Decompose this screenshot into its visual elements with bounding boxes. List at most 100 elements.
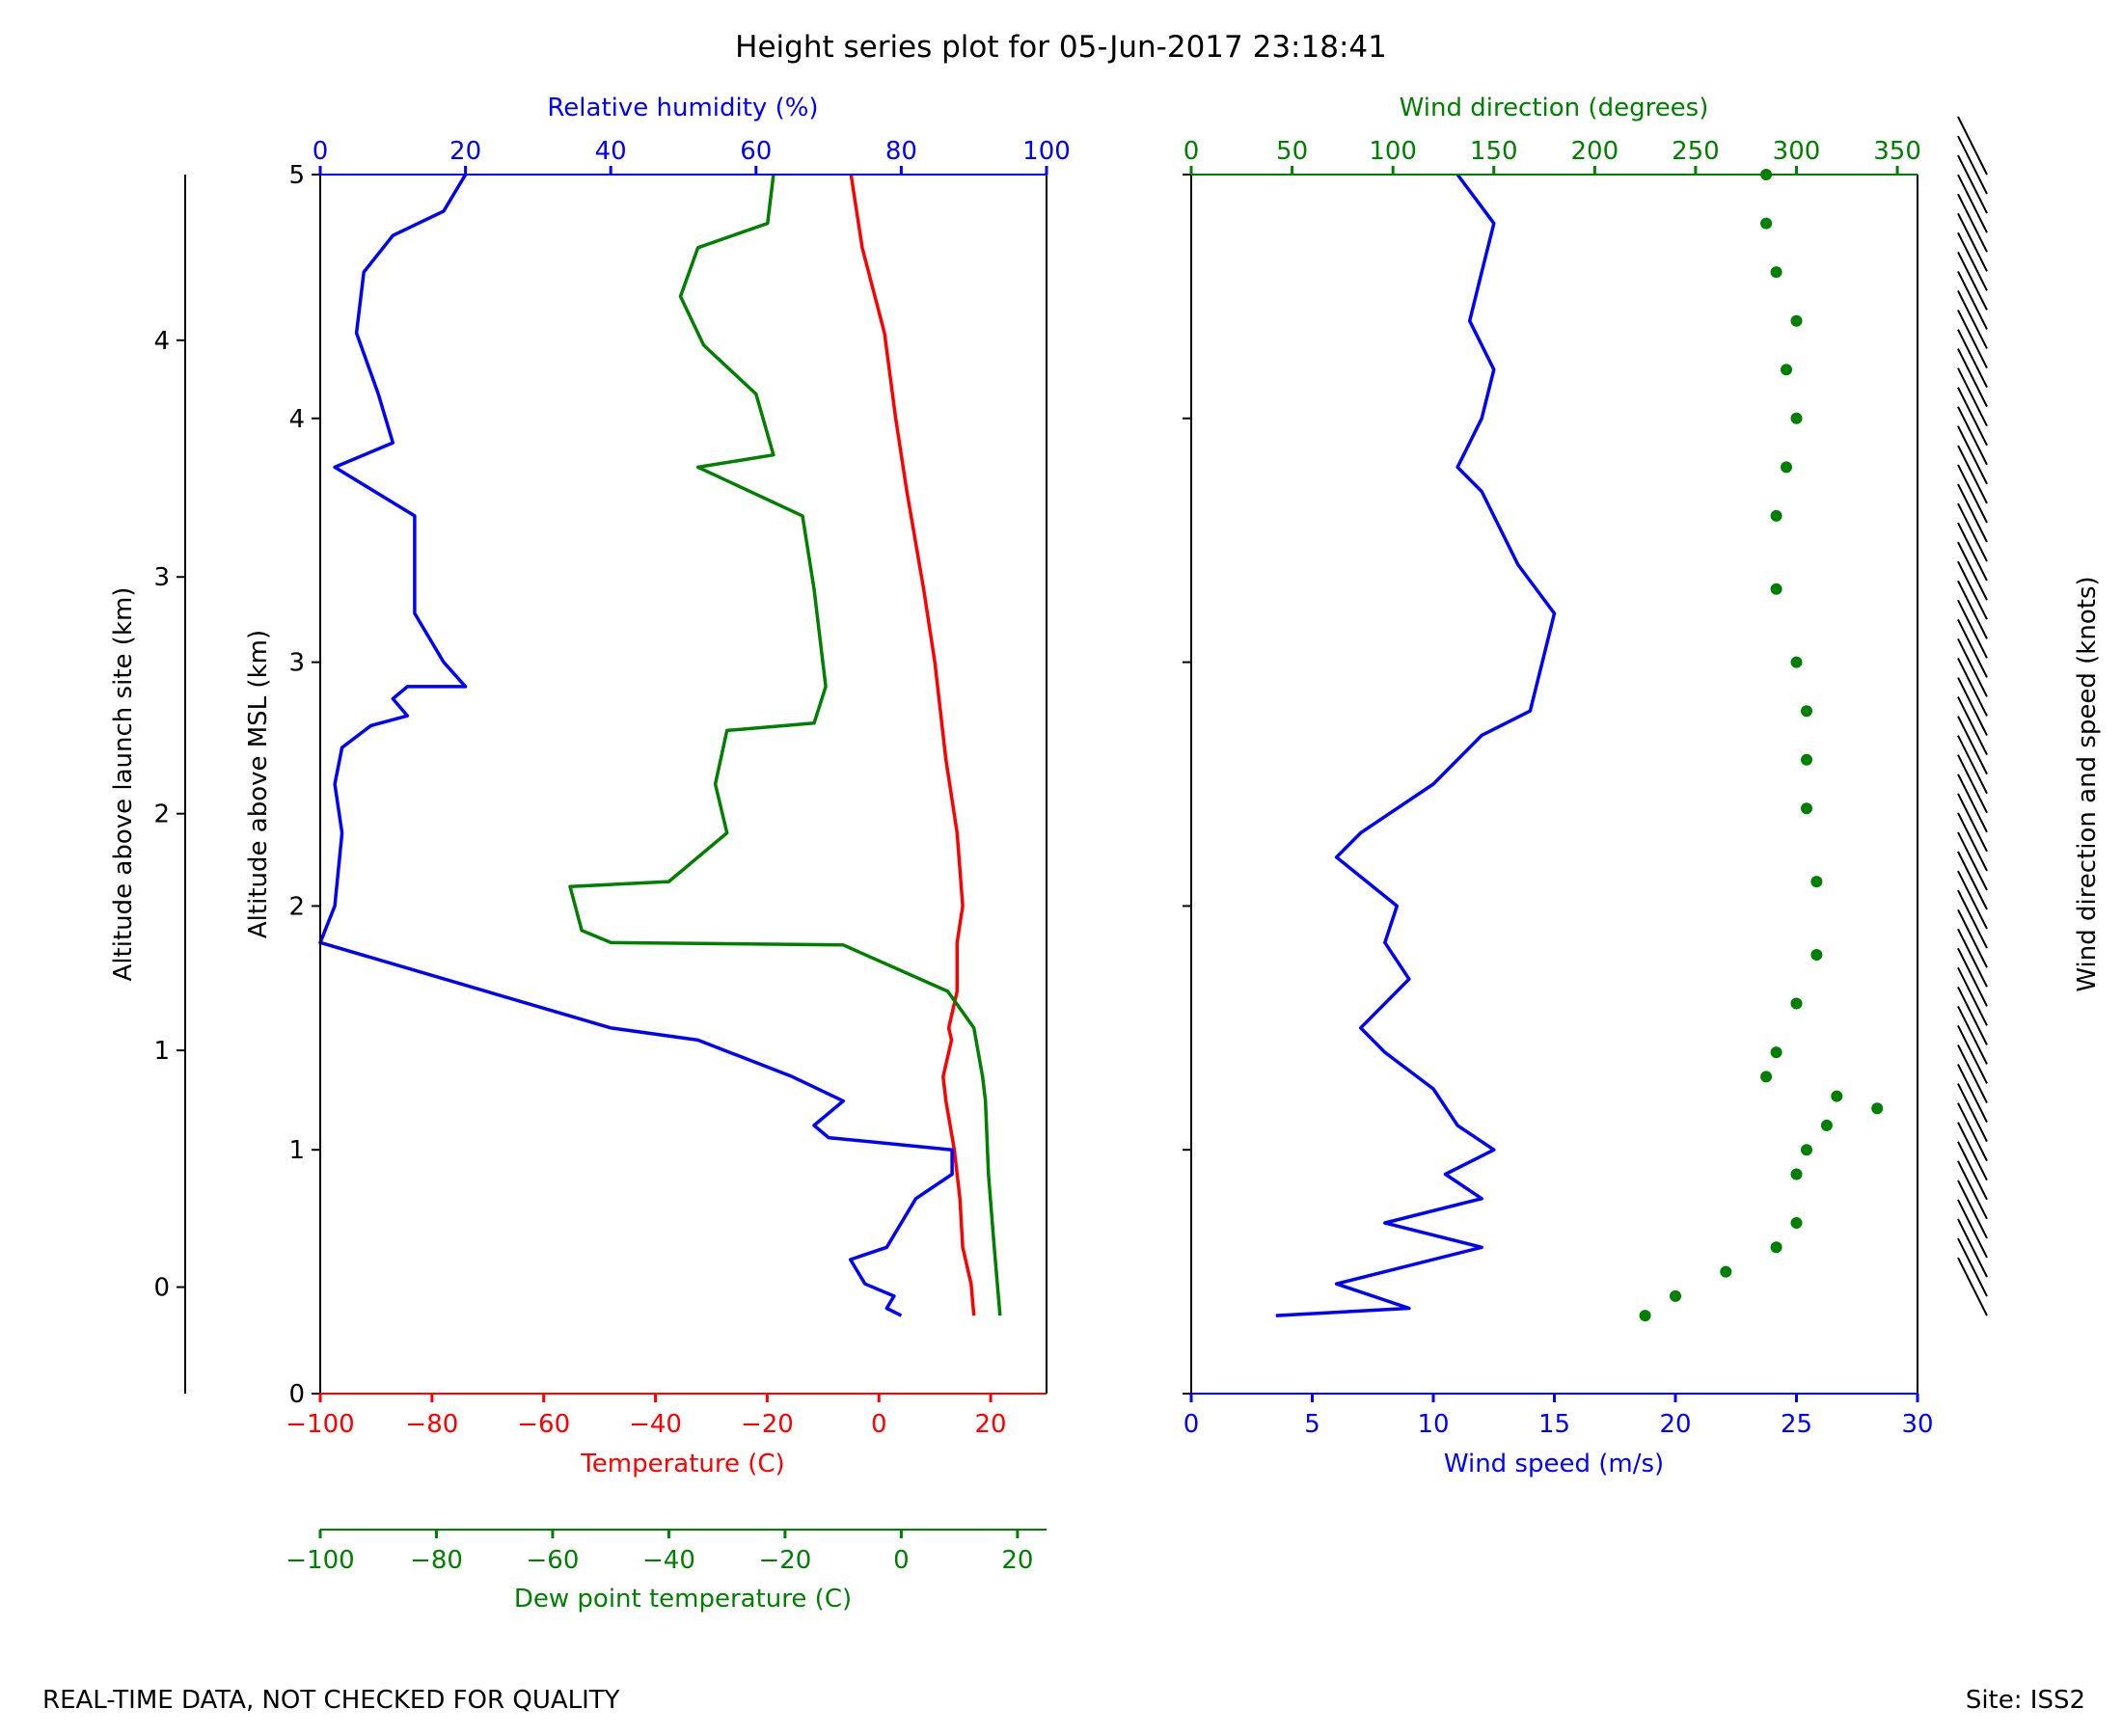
wind-direction-point: [1810, 949, 1823, 961]
wind-barb: [1957, 541, 1988, 601]
wind-barb: [1957, 1160, 1988, 1220]
wind-direction-point: [1790, 997, 1803, 1010]
wind-barb: [1957, 580, 1988, 639]
wind-barbs-group: [1957, 116, 1988, 1316]
wind-barb: [1957, 212, 1988, 272]
wind-barb: [1957, 1005, 1988, 1065]
dewpoint-axis-label: Dew point temperature (C): [514, 1585, 852, 1614]
wind-barb: [1957, 735, 1988, 795]
wind-barb: [1957, 387, 1988, 447]
humidity-tick-label: 60: [740, 137, 772, 166]
wind-direction-point: [1720, 1265, 1732, 1278]
msl-tick-label: 3: [288, 649, 305, 678]
wind-barb: [1957, 1257, 1988, 1316]
wind-direction-tick-label: 100: [1369, 137, 1417, 166]
wind-direction-point: [1770, 1241, 1782, 1254]
wind-barb: [1957, 193, 1988, 253]
wind-barb: [1957, 928, 1988, 988]
wind-direction-point: [1670, 1289, 1681, 1302]
temperature-tick-label: 20: [975, 1410, 1007, 1439]
wind-plot-area: [1191, 175, 1918, 1394]
launch-site-tick-label: 4: [153, 327, 170, 356]
wind-direction-point: [1801, 802, 1812, 815]
wind-direction-point: [1760, 217, 1773, 230]
wind-barb: [1957, 445, 1988, 504]
msl-tick-label: 4: [288, 405, 305, 434]
wind-direction-point: [1790, 1217, 1803, 1229]
wind-speed-tick-label: 10: [1417, 1410, 1449, 1439]
dewpoint-tick-label: −40: [642, 1546, 695, 1575]
wind-barb: [1957, 1064, 1988, 1124]
dewpoint-tick-label: 20: [1001, 1546, 1033, 1575]
temperature-axis-label: Temperature (C): [580, 1450, 784, 1478]
barbs-axis-label: Wind direction and speed (knots): [2073, 576, 2102, 991]
launch-site-tick-label: 3: [153, 563, 170, 592]
wind-speed-tick-label: 25: [1781, 1410, 1812, 1439]
dewpoint-tick-label: 0: [893, 1546, 910, 1575]
wind-direction-point: [1639, 1310, 1651, 1322]
wind-barb: [1957, 870, 1988, 930]
wind-barb: [1957, 502, 1988, 562]
wind-barb: [1957, 947, 1988, 1007]
wind-speed-tick-label: 0: [1183, 1410, 1200, 1439]
wind-barb: [1957, 251, 1988, 311]
wind-barb: [1957, 812, 1988, 872]
wind-direction-point: [1790, 314, 1803, 327]
humidity-tick-label: 40: [595, 137, 627, 166]
wind-barb: [1957, 966, 1988, 1026]
wind-ticks-group: 0 5 10 15 20 25 300 50 100 150 200 250 300 350: [1183, 137, 1934, 1439]
wind-barb: [1957, 270, 1988, 330]
wind-barb: [1957, 464, 1988, 524]
msl-tick-label: 1: [288, 1136, 305, 1165]
wind-barb: [1957, 135, 1988, 195]
wind-barb: [1957, 290, 1988, 349]
temperature-tick-label: −20: [741, 1410, 794, 1439]
wind-direction-point: [1831, 1090, 1843, 1102]
wind-barb: [1957, 637, 1988, 697]
wind-barb: [1957, 1102, 1988, 1162]
wind-direction-tick-label: 250: [1672, 137, 1720, 166]
msl-tick-label: 2: [288, 892, 305, 921]
wind-barb: [1957, 483, 1988, 543]
wind-direction-point: [1810, 876, 1823, 888]
launch-site-tick-label: 1: [153, 1037, 170, 1066]
wind-speed-line: [1275, 173, 1557, 1317]
wind-direction-tick-label: 50: [1276, 137, 1308, 166]
wind-direction-point: [1781, 364, 1792, 376]
wind-direction-point: [1790, 656, 1803, 668]
wind-barb: [1957, 1044, 1988, 1103]
dewpoint-line: [568, 174, 1002, 1316]
humidity-tick-label: 80: [885, 137, 917, 166]
wind-barb: [1957, 677, 1988, 736]
dewpoint-tick-label: −20: [758, 1546, 811, 1575]
wind-barb: [1957, 560, 1988, 620]
wind-speed-tick-label: 20: [1659, 1410, 1691, 1439]
humidity-tick-label: 20: [449, 137, 481, 166]
wind-barb: [1957, 599, 1988, 659]
wind-barb: [1957, 716, 1988, 775]
wind-direction-tick-label: 350: [1873, 137, 1921, 166]
temperature-tick-label: −40: [629, 1410, 682, 1439]
temperature-tick-label: −80: [405, 1410, 458, 1439]
wind-panel: 0 5 10 15 20 25 300 50 100 150 200 250 300 350 Wind d…: [1183, 94, 2102, 1478]
wind-direction-point: [1801, 1144, 1812, 1156]
msl-axis-label: Altitude above MSL (km): [244, 630, 273, 938]
launch-site-tick-label: 2: [153, 800, 170, 829]
wind-barb: [1957, 310, 1988, 368]
footer-site: Site: ISS2: [1966, 1686, 2085, 1715]
wind-barb: [1957, 831, 1988, 891]
wind-direction-point: [1770, 266, 1782, 279]
temperature-tick-label: −60: [517, 1410, 570, 1439]
wind-barb: [1957, 174, 1988, 233]
wind-direction-point: [1801, 753, 1812, 766]
msl-tick-label: 0: [288, 1380, 305, 1409]
wind-direction-tick-label: 150: [1470, 137, 1518, 166]
wind-speed-tick-label: 30: [1901, 1410, 1933, 1439]
wind-barb: [1957, 1237, 1988, 1297]
launch-site-axis-label: Altitude above launch site (km): [109, 587, 138, 982]
humidity-line: [318, 174, 954, 1317]
wind-barb: [1957, 618, 1988, 678]
wind-barb: [1957, 1141, 1988, 1201]
wind-speed-axis-label: Wind speed (m/s): [1444, 1450, 1664, 1478]
wind-barb: [1957, 696, 1988, 756]
